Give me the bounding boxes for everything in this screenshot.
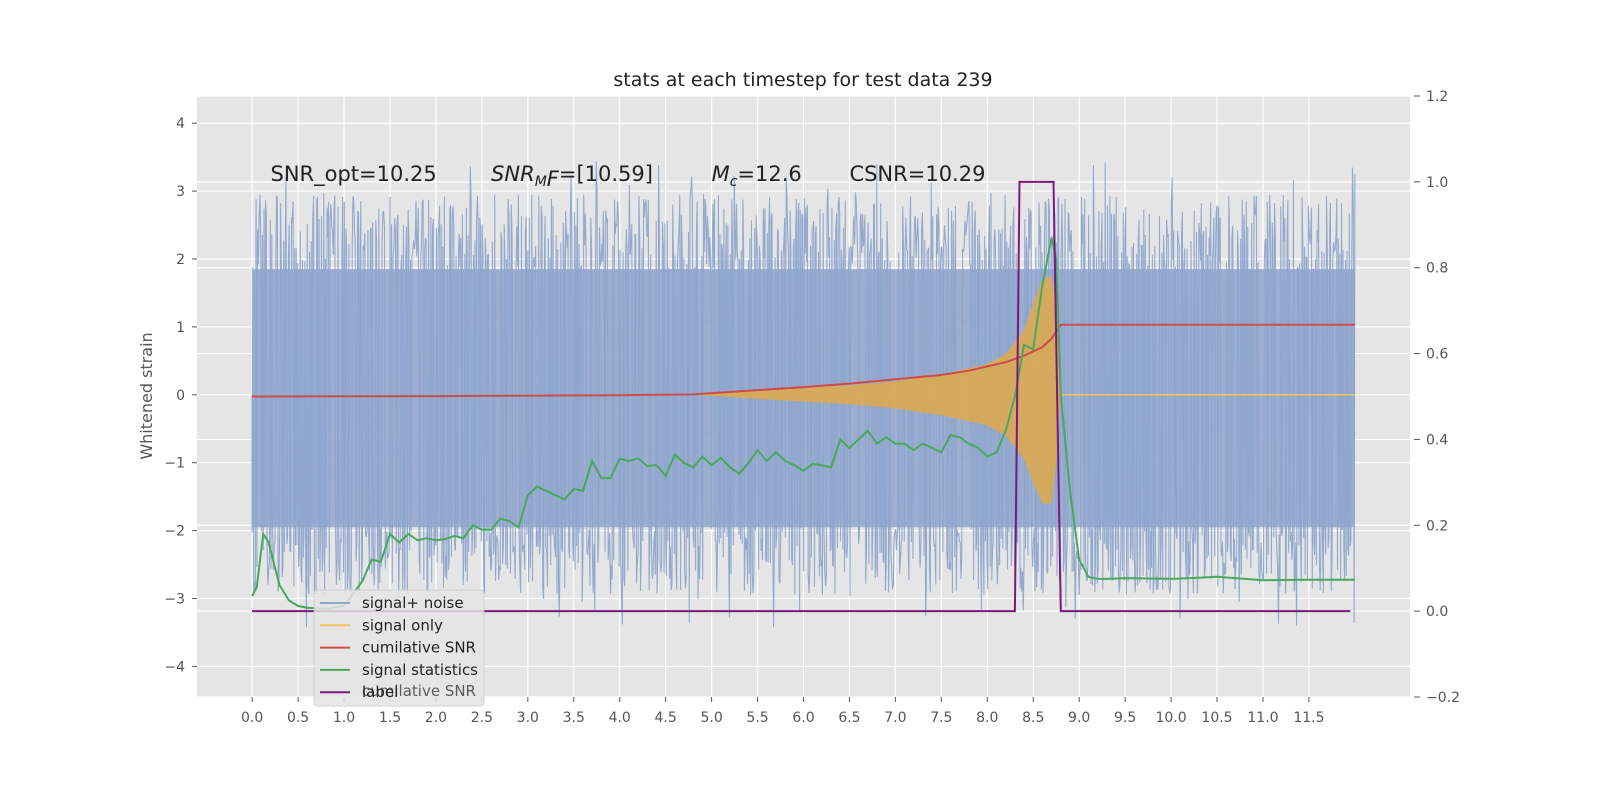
x-tick-label: 10.0 xyxy=(1155,710,1186,726)
annotation-text: SNR_opt=10.25 xyxy=(271,162,437,187)
x-tick-label: 0.5 xyxy=(287,710,309,726)
legend-label: label xyxy=(362,683,398,701)
y2-tick-label: 0.4 xyxy=(1426,432,1448,448)
x-tick-label: 8.0 xyxy=(976,710,998,726)
legend-label: cumilative SNR xyxy=(362,639,476,657)
x-tick-label: 9.0 xyxy=(1068,710,1090,726)
x-tick-label: 0.0 xyxy=(241,710,263,726)
y2-tick-label: 1.2 xyxy=(1426,89,1448,105)
annotations: SNR_opt=10.25 SNRMF=[10.59] Mc=12.6 CSNR=10… xyxy=(271,162,986,191)
annotation-text: Mc=12.6 xyxy=(712,162,802,190)
x-tick-label: 7.0 xyxy=(884,710,906,726)
signal-only-fill xyxy=(693,275,1355,504)
x-tick-label: 5.0 xyxy=(700,710,722,726)
x-tick-label: 4.0 xyxy=(609,710,631,726)
series-lines xyxy=(251,180,1355,613)
y-tick-label: 2 xyxy=(176,252,185,268)
y2-tick-label: 1.0 xyxy=(1426,175,1448,191)
y2-tick-label: 0.0 xyxy=(1426,604,1448,620)
annotation-text: CSNR=10.29 xyxy=(849,162,985,186)
x-tick-label: 10.5 xyxy=(1201,710,1232,726)
y-tick-label: 3 xyxy=(176,184,185,200)
y-axis-ticks: 4 3 2 1 0 −1 −2 −3 −4 xyxy=(164,116,197,675)
y-tick-label: −2 xyxy=(164,524,185,540)
x-tick-label: 8.5 xyxy=(1022,710,1044,726)
x-tick-label: 1.0 xyxy=(333,710,355,726)
chart-title: stats at each timestep for test data 239 xyxy=(613,69,992,91)
y2-tick-label: 0.2 xyxy=(1426,518,1448,534)
y2-tick-label: −0.2 xyxy=(1426,690,1460,706)
y-tick-label: 0 xyxy=(176,388,185,404)
x-tick-label: 4.5 xyxy=(655,710,677,726)
y-tick-label: −4 xyxy=(164,659,185,675)
legend-box xyxy=(313,589,485,707)
legend: cumilative SNR signal+ noise signal only cu… xyxy=(313,589,485,707)
y-tick-label: 1 xyxy=(176,320,185,336)
legend-label: signal statistics xyxy=(362,661,478,679)
x-axis-ticks: 0.0 0.5 1.0 1.5 2.0 2.5 3.0 3.5 4.0 4.5 5.0 5.5 6.0 6… xyxy=(241,697,1325,726)
x-tick-label: 3.5 xyxy=(563,710,585,726)
y-axis-label: Whitened strain xyxy=(137,332,156,459)
signal-only-series xyxy=(693,275,1355,504)
x-tick-label: 3.0 xyxy=(517,710,539,726)
x-tick-label: 1.5 xyxy=(379,710,401,726)
y-tick-label: 4 xyxy=(176,116,185,132)
x-tick-label: 2.5 xyxy=(471,710,493,726)
legend-ghost-text: cumilative SNR xyxy=(362,682,476,700)
x-tick-label: 11.0 xyxy=(1247,710,1278,726)
annotation-text: SNRMF=[10.59] xyxy=(491,162,653,191)
x-tick-label: 6.5 xyxy=(838,710,860,726)
y2-axis-ticks: 1.2 1.0 0.8 0.6 0.4 0.2 0.0 −0.2 xyxy=(1414,89,1460,706)
y2-tick-label: 0.6 xyxy=(1426,347,1448,363)
y-tick-label: −1 xyxy=(164,456,185,472)
legend-label: signal+ noise xyxy=(362,594,464,612)
cumilative-snr-line xyxy=(252,323,1355,398)
x-tick-label: 2.0 xyxy=(425,710,447,726)
x-tick-label: 9.5 xyxy=(1114,710,1136,726)
signal-statistics-line xyxy=(251,237,1355,611)
y-tick-label: −3 xyxy=(164,592,185,608)
x-tick-label: 7.5 xyxy=(930,710,952,726)
x-tick-label: 5.5 xyxy=(746,710,768,726)
x-tick-label: 6.0 xyxy=(792,710,814,726)
y2-tick-label: 0.8 xyxy=(1426,261,1448,277)
x-tick-label: 11.5 xyxy=(1293,710,1324,726)
label-line xyxy=(252,180,1351,613)
legend-label: signal only xyxy=(362,616,443,634)
